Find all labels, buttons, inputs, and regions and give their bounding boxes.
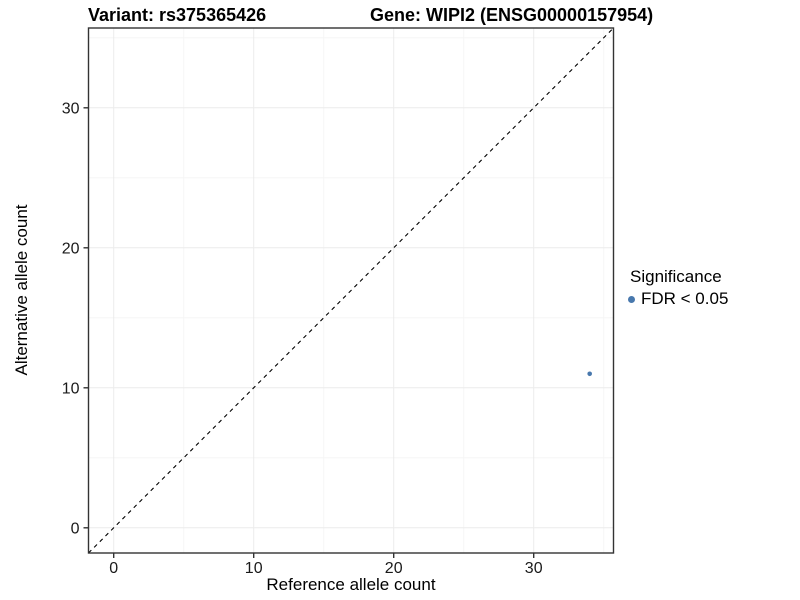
y-axis-label: Alternative allele count [12, 204, 31, 376]
legend-entry-label: FDR < 0.05 [641, 289, 729, 308]
y-tick-label: 20 [62, 240, 80, 257]
plot-title-gene: Gene: WIPI2 (ENSG00000157954) [370, 5, 654, 25]
identity-line [88, 27, 614, 554]
x-axis-label: Reference allele count [266, 575, 436, 594]
plot-title-variant: Variant: rs375365426 [88, 5, 267, 25]
x-tick-label: 10 [245, 560, 263, 577]
y-tick-label: 0 [71, 520, 80, 537]
legend-entry: FDR < 0.05 [628, 289, 728, 309]
x-tick-label: 20 [385, 560, 403, 577]
legend: Significance FDR < 0.05 [628, 266, 728, 309]
legend-title: Significance [630, 267, 722, 286]
data-point [587, 371, 592, 377]
y-tick-label: 10 [62, 380, 80, 397]
x-tick-label: 30 [525, 560, 543, 577]
y-tick-label: 30 [62, 100, 80, 117]
panel-border [87, 27, 615, 554]
legend-point-icon [628, 295, 635, 303]
x-tick-label: 0 [109, 560, 118, 577]
